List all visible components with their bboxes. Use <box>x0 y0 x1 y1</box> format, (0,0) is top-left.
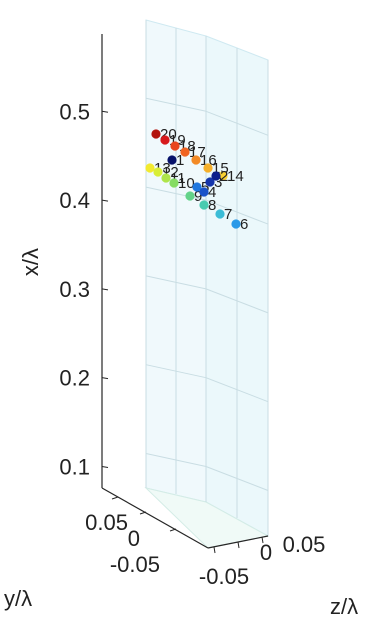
grid-lines <box>145 20 269 536</box>
axis-labels: x/λ y/λ z/λ <box>4 248 358 619</box>
y-tick-mark <box>111 496 119 500</box>
point-label-10: 10 <box>178 175 195 192</box>
grid-line-horizontal <box>145 452 207 467</box>
data-point-17 <box>180 147 190 157</box>
point-label-4: 4 <box>208 184 216 201</box>
y-tick-mark <box>169 528 177 532</box>
x-tick-label: 0.1 <box>59 454 90 479</box>
z-tick-label: -0.05 <box>199 564 249 589</box>
y-axis-line <box>101 487 209 549</box>
x-tick-mark <box>101 465 109 468</box>
data-point-6 <box>231 219 241 229</box>
z-axis-label: z/λ <box>330 594 358 616</box>
data-point-8 <box>199 200 209 210</box>
data-point-18 <box>170 141 180 151</box>
point-label-16: 16 <box>200 152 217 169</box>
grid-line-horizontal <box>145 275 207 290</box>
x-tick-mark <box>101 110 109 113</box>
grid-line-horizontal <box>205 466 269 491</box>
y-tick-mark <box>139 511 147 515</box>
data-point-10 <box>169 178 179 188</box>
z-tick-mark <box>213 546 216 554</box>
data-point-4 <box>199 187 209 197</box>
grid-line-horizontal <box>205 377 269 403</box>
data-point-9 <box>185 191 195 201</box>
z-tick-label: 0 <box>260 540 272 565</box>
x-tick-mark <box>101 377 109 380</box>
point-label-6: 6 <box>240 216 248 233</box>
grid-line-horizontal <box>145 97 207 112</box>
point-label-14: 14 <box>227 168 244 185</box>
point-label-5: 5 <box>201 179 209 196</box>
axis-lines <box>101 34 269 554</box>
x-tick-label: 0.2 <box>59 366 90 391</box>
x-tick-label: 0.3 <box>59 277 90 302</box>
y-tick-label: 0.05 <box>85 510 128 535</box>
z-tick-mark <box>237 541 240 549</box>
point-label-9: 9 <box>194 188 202 205</box>
data-point-3 <box>205 177 215 187</box>
grid-line-horizontal <box>205 110 269 136</box>
x-tick-mark <box>101 199 109 202</box>
data-point-5 <box>192 182 202 192</box>
y-tick-label: 0 <box>128 526 140 551</box>
y-tick-label: -0.05 <box>110 552 160 577</box>
data-point-1 <box>167 155 177 165</box>
data-point-12 <box>153 167 163 177</box>
tick-labels: 0.10.20.30.40.50.050-0.05 -0.050 0.05 <box>59 99 325 589</box>
data-point-11 <box>161 173 171 183</box>
point-label-2: 2 <box>220 168 228 185</box>
data-point-15 <box>203 163 213 173</box>
point-label-1: 1 <box>176 152 184 169</box>
axis-panes <box>144 19 270 549</box>
z-tick-mark <box>261 536 264 544</box>
data-point-16 <box>191 155 201 165</box>
point-label-8: 8 <box>208 197 216 214</box>
grid-line-horizontal <box>205 199 269 225</box>
x-tick-label: 0.5 <box>59 99 90 124</box>
grid-line-horizontal <box>145 364 207 379</box>
point-label-7: 7 <box>224 206 232 223</box>
grid-line-horizontal <box>205 288 269 314</box>
data-point-7 <box>215 209 225 219</box>
data-point-13 <box>145 163 155 173</box>
data-point-20 <box>151 129 161 139</box>
data-point-19 <box>160 135 170 145</box>
y-axis-label: y/λ <box>4 586 32 611</box>
x-axis-label: x/λ <box>18 248 43 276</box>
x-tick-mark <box>101 288 109 291</box>
grid-line-horizontal <box>145 186 207 201</box>
z-tick-label: 0.05 <box>283 532 326 557</box>
data-point-2 <box>211 171 221 181</box>
point-label-3: 3 <box>214 174 222 191</box>
x-tick-label: 0.4 <box>59 188 90 213</box>
